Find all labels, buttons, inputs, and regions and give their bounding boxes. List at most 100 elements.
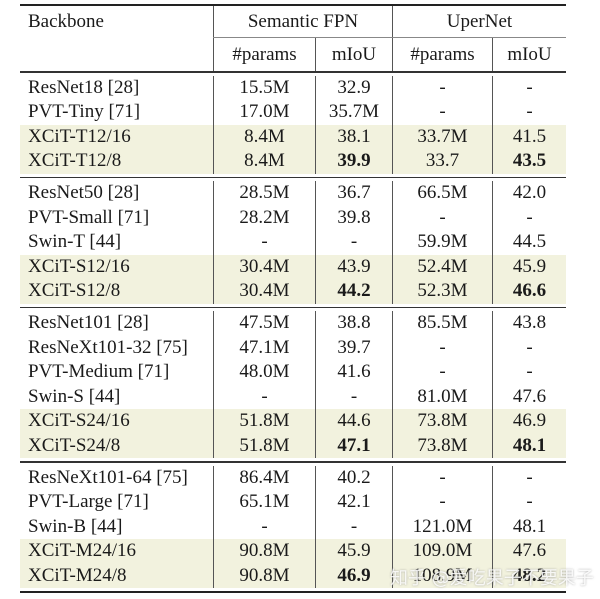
table-row: PVT-Large [71] 65.1M 42.1- -: [20, 490, 566, 515]
table-row: XCiT-S12/8 30.4M 44.2 52.3M 46.6: [20, 279, 566, 304]
fpn-params-cell: 30.4M: [213, 279, 315, 304]
backbone-cell: XCiT-T12/16: [28, 125, 131, 147]
fpn-miou-cell: 38.8: [315, 311, 392, 336]
backbone-cell: XCiT-M24/16: [28, 540, 137, 562]
uper-miou-cell: 41.5: [492, 124, 566, 149]
uper-miou-cell: 43.5: [492, 149, 566, 174]
bottom-rule: [20, 591, 566, 593]
table-row: ResNet18 [28] 15.5M 32.9- -: [20, 75, 566, 100]
fpn-miou-cell: 47.1: [315, 433, 392, 458]
fpn-miou-cell: 36.7: [315, 181, 392, 206]
uper-miou-cell: 47.6: [492, 539, 566, 564]
fpn-params-cell: 65.1M: [213, 490, 315, 515]
header-row-metrics: #params mIoU #params mIoU: [20, 38, 566, 71]
fpn-params-cell: -: [213, 514, 315, 539]
fpn-params-cell: -: [213, 384, 315, 409]
semantic-fpn-header: Semantic FPN: [213, 6, 392, 37]
uper-params-cell: -: [392, 100, 492, 125]
table-row: ResNeXt101-64 [75] 86.4M 40.2- -: [20, 465, 566, 490]
uper-params-cell: 73.8M: [392, 409, 492, 434]
fpn-miou-cell: 40.2: [315, 465, 392, 490]
uper-params-cell: -: [392, 360, 492, 385]
fpn-params-cell: 17.0M: [213, 100, 315, 125]
fpn-params-cell: 8.4M: [213, 124, 315, 149]
table-row: PVT-Tiny [71] 17.0M 35.7M - -: [20, 100, 566, 125]
uper-params-cell: -: [392, 75, 492, 100]
uper-miou-cell: 48.1: [492, 514, 566, 539]
backbone-cell: XCiT-T12/8: [28, 150, 122, 172]
fpn-miou-cell: 39.7: [315, 335, 392, 360]
uper-miou-cell: 48.2: [492, 563, 566, 588]
fpn-miou-cell: -: [315, 514, 392, 539]
fpn-miou-cell: 44.2: [315, 279, 392, 304]
top-rule: [20, 4, 566, 6]
fpn-miou-cell: 32.9: [315, 75, 392, 100]
section-rule: [20, 176, 566, 178]
backbone-cell: XCiT-S24/8: [28, 434, 121, 456]
fpn-miou-cell: 46.9: [315, 563, 392, 588]
backbone-cell: Swin-S [44]: [28, 385, 121, 407]
fpn-miou-cell: 38.1: [315, 124, 392, 149]
backbone-cell: ResNet50 [28]: [28, 182, 140, 204]
fpn-params-cell: 48.0M: [213, 360, 315, 385]
fpn-miou-cell: 35.7M: [315, 100, 392, 125]
uper-miou-cell: -: [492, 205, 566, 230]
backbone-cell: ResNet101 [28]: [28, 312, 149, 334]
uper-params-cell: -: [392, 465, 492, 490]
table-row: Swin-B [44] - -121.0M 48.1: [20, 514, 566, 539]
uper-miou-cell: 46.9: [492, 409, 566, 434]
backbone-cell: PVT-Medium [71]: [28, 361, 170, 383]
table-row: ResNeXt101-32 [75] 47.1M 39.7- -: [20, 335, 566, 360]
uper-params-cell: 81.0M: [392, 384, 492, 409]
uper-miou-cell: 47.6: [492, 384, 566, 409]
table-row: PVT-Medium [71] 48.0M 41.6- -: [20, 360, 566, 385]
uper-params-cell: 66.5M: [392, 181, 492, 206]
results-table: Backbone Semantic FPN UperNet #params mI…: [20, 4, 566, 593]
blank-header: [20, 38, 213, 71]
fpn-params-cell: 28.5M: [213, 181, 315, 206]
fpn-miou-cell: 41.6: [315, 360, 392, 385]
uper-miou-cell: -: [492, 100, 566, 125]
table-row: XCiT-S24/8 51.8M 47.1 73.8M 48.1: [20, 433, 566, 458]
fpn-miou-cell: 39.8: [315, 205, 392, 230]
fpn-params-cell: 30.4M: [213, 254, 315, 279]
backbone-cell: XCiT-S12/8: [28, 280, 121, 302]
uper-params-cell: 121.0M: [392, 514, 492, 539]
backbone-cell: Swin-T [44]: [28, 231, 122, 253]
uper-miou-cell: 43.8: [492, 311, 566, 336]
backbone-cell: XCiT-S12/16: [28, 255, 130, 277]
uper-params-header: #params: [392, 38, 492, 71]
backbone-cell: PVT-Large [71]: [28, 491, 149, 513]
uper-params-cell: 73.8M: [392, 433, 492, 458]
backbone-cell: PVT-Tiny [71]: [28, 101, 141, 123]
uper-params-cell: 59.9M: [392, 230, 492, 255]
table-row: XCiT-S12/16 30.4M 43.9 52.4M 45.9: [20, 254, 566, 279]
uper-params-cell: -: [392, 335, 492, 360]
header-row-groups: Backbone Semantic FPN UperNet: [20, 6, 566, 37]
fpn-miou-cell: 45.9: [315, 539, 392, 564]
backbone-cell: ResNeXt101-64 [75]: [28, 466, 188, 488]
backbone-cell: Swin-B [44]: [28, 515, 123, 537]
fpn-params-cell: 51.8M: [213, 409, 315, 434]
uper-miou-header: mIoU: [492, 38, 566, 71]
backbone-cell: ResNeXt101-32 [75]: [28, 336, 188, 358]
table-row: ResNet101 [28] 47.5M 38.8 85.5M 43.8: [20, 311, 566, 336]
uper-params-cell: 33.7M: [392, 124, 492, 149]
uper-params-cell: 108.9M: [392, 563, 492, 588]
table-body: ResNet18 [28] 15.5M 32.9- - PVT-Tiny [71] 17.…: [20, 73, 566, 593]
fpn-miou-cell: -: [315, 384, 392, 409]
fpn-params-cell: -: [213, 230, 315, 255]
table-row: Swin-T [44] - -59.9M 44.5: [20, 230, 566, 255]
backbone-header: Backbone: [28, 10, 104, 32]
fpn-miou-cell: -: [315, 230, 392, 255]
uper-params-cell: 52.3M: [392, 279, 492, 304]
table-row: PVT-Small [71] 28.2M 39.8- -: [20, 205, 566, 230]
table-row: ResNet50 [28] 28.5M 36.7 66.5M 42.0: [20, 181, 566, 206]
backbone-cell: PVT-Small [71]: [28, 206, 150, 228]
uper-miou-cell: -: [492, 360, 566, 385]
uper-params-cell: 109.0M: [392, 539, 492, 564]
table-row: Swin-S [44] - -81.0M 47.6: [20, 384, 566, 409]
section-rule: [20, 306, 566, 308]
uper-params-cell: -: [392, 205, 492, 230]
fpn-params-cell: 47.1M: [213, 335, 315, 360]
